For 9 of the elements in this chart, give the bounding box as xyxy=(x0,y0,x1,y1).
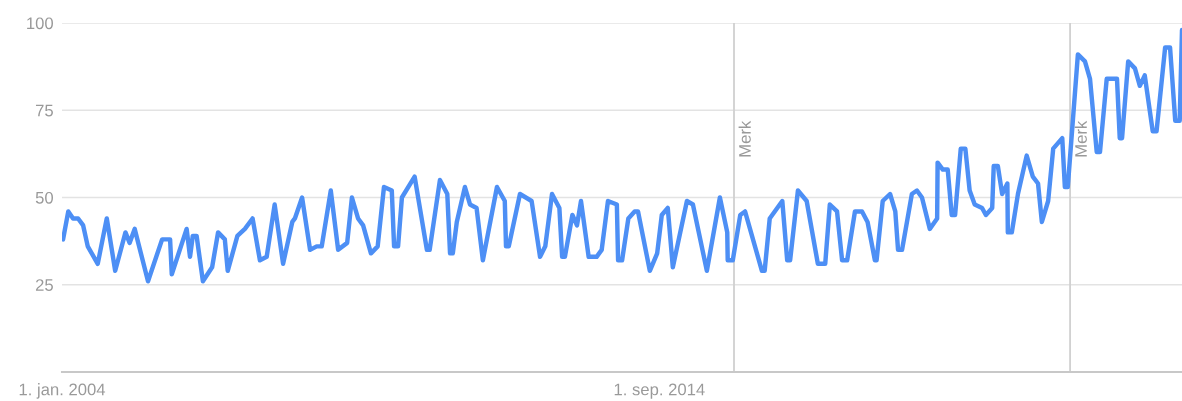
x-tick-label: 1. sep. 2014 xyxy=(614,383,705,399)
ref-line-label: Merk xyxy=(1074,120,1087,157)
ref-line-label: Merk xyxy=(738,120,751,157)
y-tick-label: 75 xyxy=(35,104,53,117)
line-series xyxy=(62,27,1182,284)
y-tick-label: 25 xyxy=(35,279,53,291)
y-tick-label: 100 xyxy=(27,17,54,30)
y-tick-label: 50 xyxy=(35,191,54,204)
x-tick-label: 1. jan. 2004 xyxy=(19,383,106,399)
